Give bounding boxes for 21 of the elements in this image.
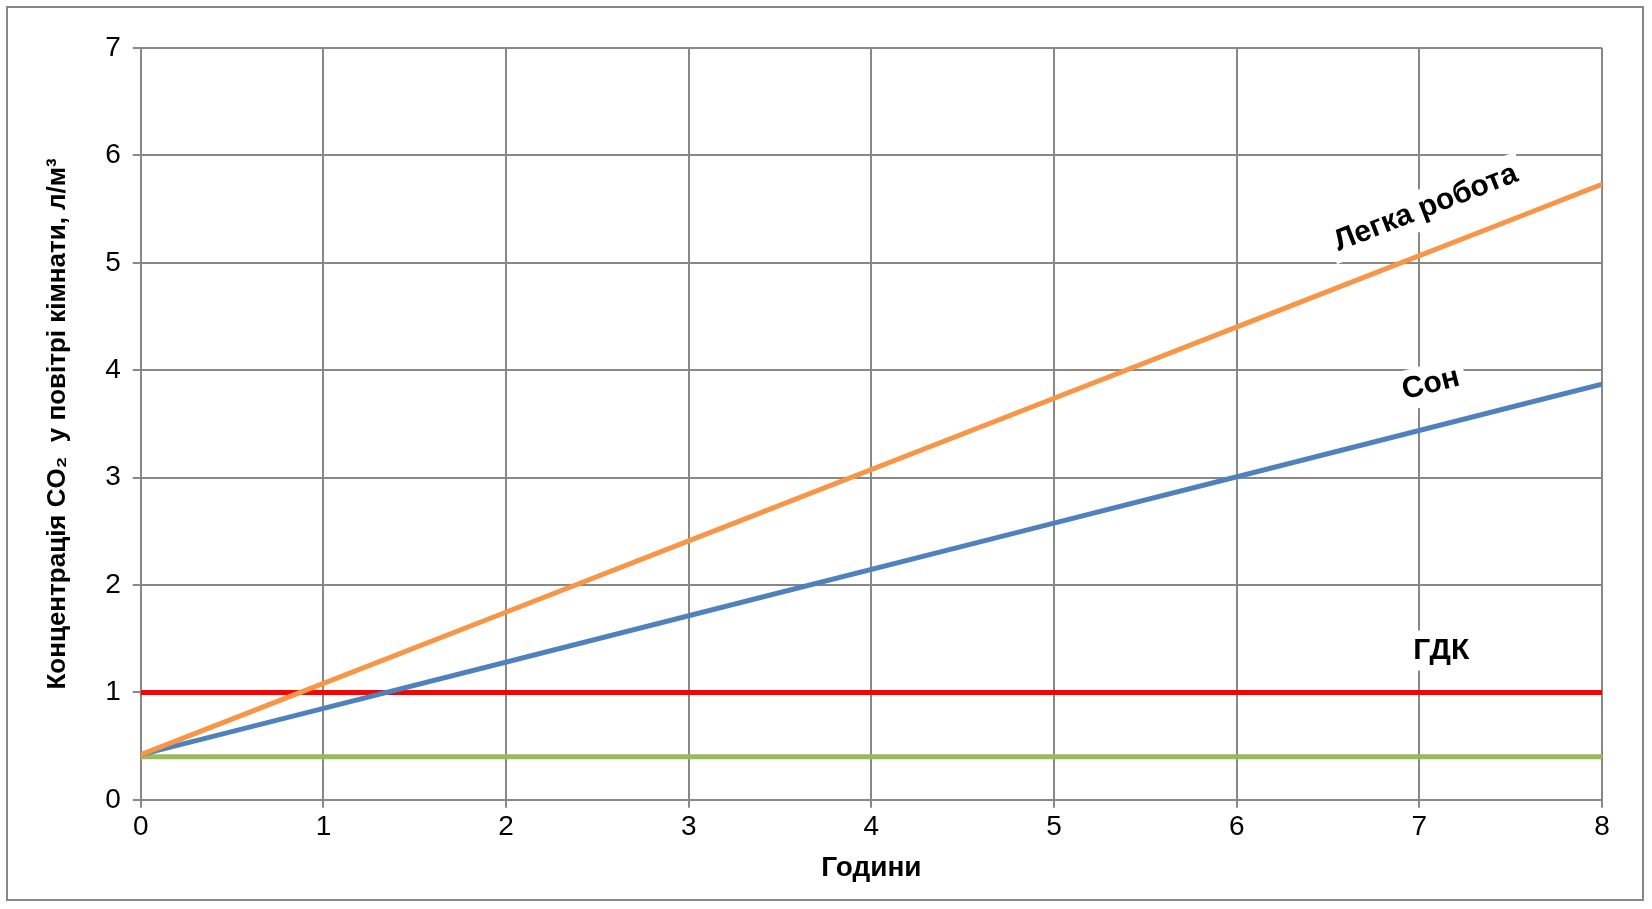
x-tick-label: 7 [1411, 810, 1428, 842]
text: Сон [1398, 358, 1463, 406]
y-axis-title: Концентрація CO₂ у повітрі кімнати, л/м³ [40, 157, 71, 690]
y-tick-label: 1 [105, 675, 121, 707]
y-tick-label: 7 [105, 30, 121, 62]
y-tick-label: 0 [105, 782, 121, 814]
x-tick-label: 4 [863, 810, 880, 842]
x-tick-label: 1 [315, 810, 332, 842]
x-tick-label: 8 [1594, 810, 1610, 842]
y-tick-label: 5 [105, 245, 121, 277]
x-tick-label: 5 [1046, 810, 1062, 842]
y-tick-label: 2 [105, 567, 121, 599]
x-tick-label: 3 [680, 810, 697, 842]
x-tick-label: 0 [132, 810, 149, 842]
y-tick-label: 4 [105, 352, 121, 384]
y-tick-label: 3 [105, 460, 121, 492]
x-tick-label: 6 [1228, 810, 1245, 842]
x-axis-title: Години [821, 850, 922, 882]
x-tick-label: 2 [498, 810, 514, 842]
y-tick-label: 6 [105, 138, 121, 170]
series-label: ГДК [1413, 631, 1470, 665]
